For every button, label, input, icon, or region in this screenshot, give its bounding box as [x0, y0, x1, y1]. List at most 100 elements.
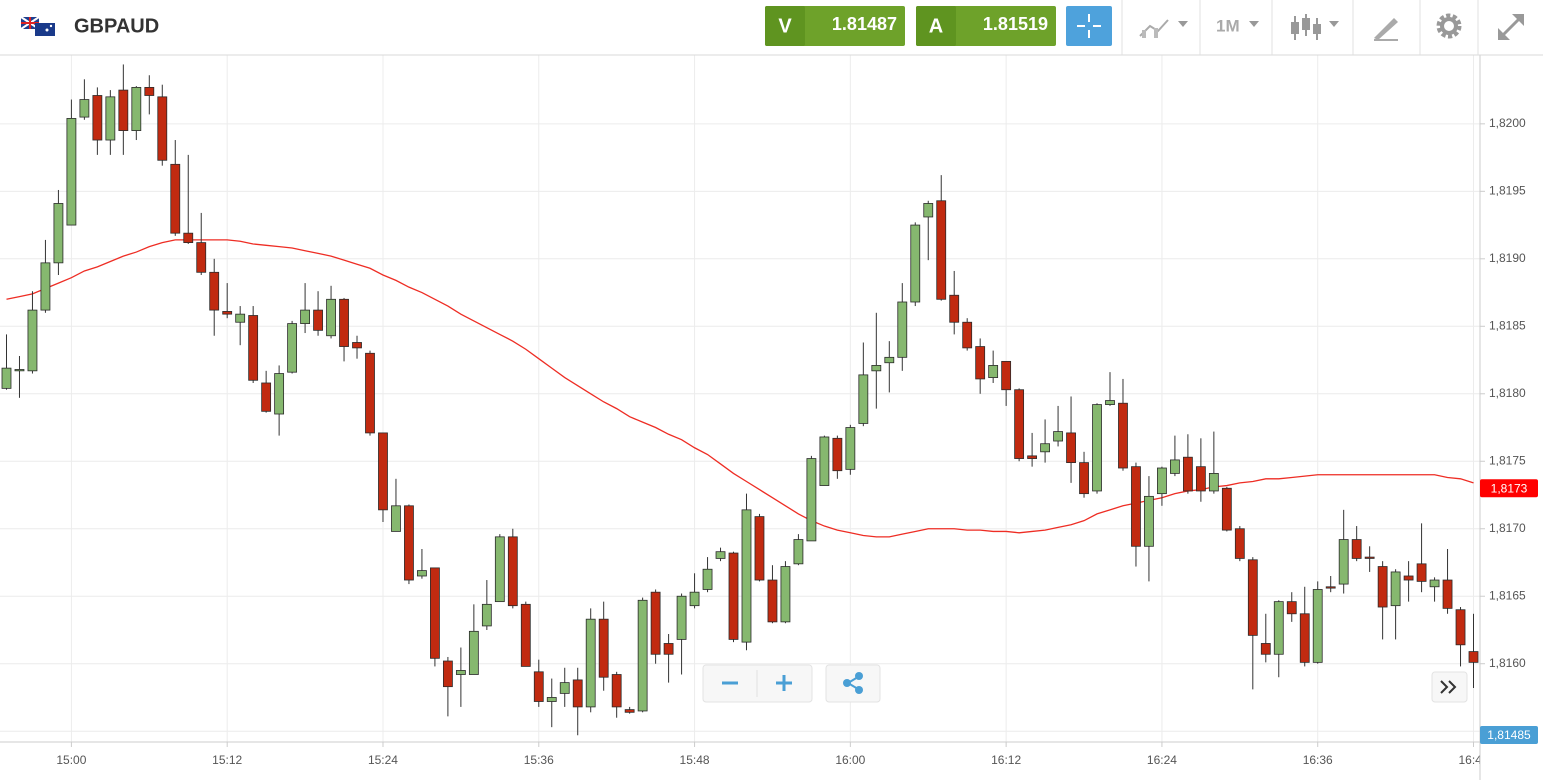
candle-body [572, 679, 583, 708]
indicator-icon [1154, 28, 1158, 38]
zoom-controls [702, 664, 1468, 703]
crosshair-bg[interactable] [1066, 6, 1112, 46]
y-tick-label: 1,8195 [1489, 183, 1526, 197]
candle-body [1079, 462, 1089, 495]
interval-button[interactable]: 1M [1216, 16, 1259, 35]
y-tick-label: 1,8180 [1489, 386, 1526, 400]
candle-body [53, 203, 64, 264]
candle-body [1208, 473, 1219, 492]
candle-body [365, 352, 375, 434]
candle-body [235, 313, 246, 323]
share-dot [855, 686, 863, 694]
candle-body [417, 570, 427, 577]
toolbar-separators [1121, 0, 1479, 55]
draw-button[interactable] [1374, 18, 1398, 41]
candle-body [1312, 589, 1323, 663]
chart-type-button[interactable] [1291, 14, 1339, 40]
x-tick-label: 16:36 [1303, 753, 1333, 767]
candle-body [897, 301, 908, 358]
share-dot [855, 672, 863, 680]
x-tick-label: 16:00 [835, 753, 865, 767]
candle-body [559, 682, 570, 694]
x-tick-label: 15:48 [680, 753, 710, 767]
x-tick-label: 15:24 [368, 753, 398, 767]
y-tick-label: 1,8185 [1489, 318, 1526, 332]
interval: 1M [1216, 16, 1240, 35]
candle-body [520, 603, 531, 667]
y-tick-label: 1,8160 [1489, 656, 1526, 670]
flag-au [35, 23, 55, 36]
sell-button[interactable]: V 1.81487 [765, 6, 905, 46]
candle-body [650, 591, 661, 655]
dropdown-arrow [1249, 21, 1259, 27]
candle-body [1364, 556, 1375, 559]
fullscreen-button[interactable] [1498, 14, 1524, 40]
candle-body [923, 203, 934, 218]
candle-body [170, 163, 181, 234]
indicator-button[interactable] [1139, 19, 1188, 38]
candle-body [326, 298, 336, 337]
candle-body [754, 516, 765, 581]
candle-body [975, 346, 986, 380]
candle-body [1455, 609, 1466, 646]
candle-body [1429, 579, 1440, 588]
zoom-out-button[interactable] [704, 666, 756, 701]
gear-teeth [1436, 13, 1462, 39]
candle-body [248, 315, 259, 381]
candle-body [274, 373, 285, 415]
y-tick-label: 1,8200 [1489, 116, 1526, 130]
symbol: GBPAUD [74, 15, 159, 37]
y-tick-label: 1,8165 [1489, 588, 1526, 602]
candle-body [884, 356, 895, 364]
candle-body [1118, 402, 1128, 469]
chevron [1448, 680, 1457, 694]
candle-body [793, 539, 804, 565]
flag-icon [20, 16, 55, 36]
share-dot [843, 679, 851, 687]
candle-body [378, 432, 388, 511]
price-badge-label: 1,81485 [1487, 728, 1531, 742]
candle-body [1390, 571, 1401, 607]
candle-body [546, 697, 557, 702]
crosshair-button[interactable] [1066, 6, 1112, 46]
gear-icon [1440, 17, 1458, 35]
candle-body [832, 437, 843, 472]
settings-button[interactable] [1436, 13, 1462, 39]
candle-body [936, 200, 947, 300]
candle-body [598, 618, 609, 678]
candle-body [105, 96, 116, 141]
candle-body [1001, 360, 1012, 391]
candle-icon [1302, 18, 1310, 30]
candle-body [637, 599, 648, 712]
share-box[interactable] [825, 664, 881, 703]
zoom-in-button[interactable] [758, 666, 811, 701]
candle-body [988, 365, 999, 378]
candle-body [1377, 566, 1388, 608]
candle-body [780, 566, 791, 623]
scroll-box[interactable] [1431, 671, 1468, 703]
x-tick-label: 16:24 [1147, 753, 1177, 767]
candle-body [157, 96, 168, 161]
sell-label-bg [765, 6, 805, 46]
expand-icon [1512, 14, 1524, 26]
share-button[interactable] [825, 664, 881, 703]
candle-body [1144, 495, 1154, 547]
price-badge [1480, 726, 1538, 744]
scroll-end-button[interactable] [1431, 671, 1468, 703]
candle-body [910, 224, 921, 303]
candle-body [118, 89, 129, 131]
candle-body [1053, 431, 1063, 442]
candle-body [1131, 466, 1141, 547]
candle-body [1170, 459, 1180, 474]
price-badges: 1,8173 1,81485 [1480, 479, 1538, 744]
pen-icon [1374, 18, 1398, 40]
candle-body [845, 427, 856, 470]
candle-body [715, 551, 726, 559]
price-badge-label: 1,8173 [1491, 481, 1528, 495]
buy-button[interactable]: A 1.81519 [916, 6, 1056, 46]
candle-body [1299, 613, 1310, 663]
candle-body [1066, 432, 1076, 464]
candle-body [1442, 579, 1453, 609]
candle-body [404, 505, 414, 581]
